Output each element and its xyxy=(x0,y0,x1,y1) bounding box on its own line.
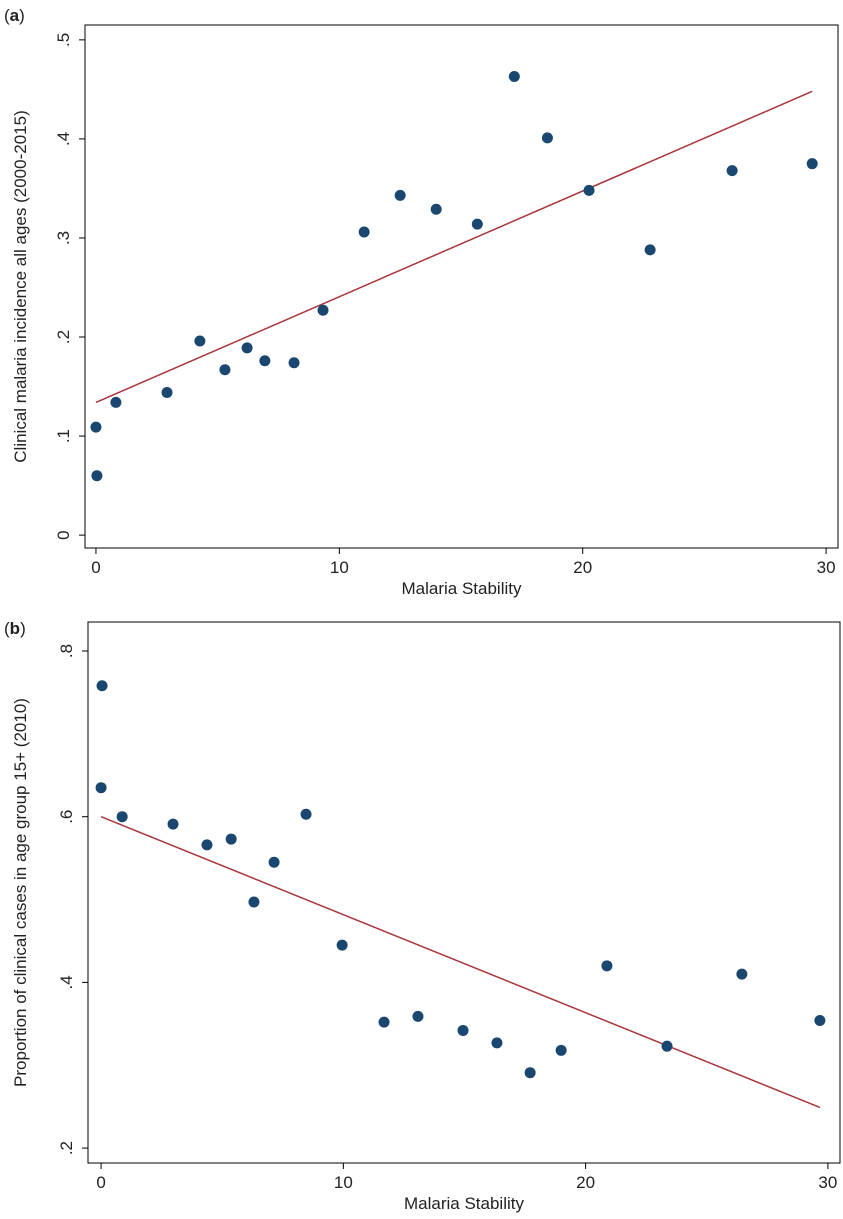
plot-frame xyxy=(87,621,841,1164)
x-tick-label: 10 xyxy=(334,1173,353,1192)
point xyxy=(806,158,818,170)
y-axis-title: Clinical malaria incidence all ages (200… xyxy=(11,110,30,462)
y-tick-label: .2 xyxy=(57,1141,76,1155)
y-tick-label: .3 xyxy=(54,231,73,245)
point xyxy=(457,1024,469,1036)
y-tick-label: .4 xyxy=(57,975,76,989)
x-tick-label: 20 xyxy=(573,558,592,577)
point xyxy=(508,71,520,83)
panel-label: (a) xyxy=(4,6,25,25)
x-axis-title: Malaria Stability xyxy=(404,1194,524,1213)
y-tick-label: .1 xyxy=(54,429,73,443)
x-tick-label: 20 xyxy=(576,1173,595,1192)
point xyxy=(90,421,102,433)
point xyxy=(167,818,179,830)
x-tick-label: 0 xyxy=(96,1173,105,1192)
point xyxy=(394,189,406,201)
y-tick-label: 0 xyxy=(54,530,73,539)
point xyxy=(201,839,213,851)
point xyxy=(225,833,237,845)
point xyxy=(116,811,128,823)
point xyxy=(661,1040,673,1052)
x-tick-label: 30 xyxy=(817,558,836,577)
point xyxy=(300,808,312,820)
point xyxy=(241,342,253,354)
point xyxy=(219,364,231,376)
y-tick-label: .4 xyxy=(54,132,73,146)
y-tick-label: .5 xyxy=(54,33,73,47)
point xyxy=(814,1015,826,1027)
point xyxy=(194,335,206,347)
point xyxy=(524,1067,536,1079)
point xyxy=(555,1044,567,1056)
point xyxy=(161,386,173,398)
point xyxy=(430,203,442,215)
y-axis-title: Proportion of clinical cases in age grou… xyxy=(11,698,30,1087)
x-axis-title: Malaria Stability xyxy=(402,579,522,598)
point xyxy=(412,1010,424,1022)
point xyxy=(471,218,483,230)
y-tick-label: .8 xyxy=(57,644,76,658)
point xyxy=(601,960,613,972)
point xyxy=(378,1016,390,1028)
point xyxy=(358,226,370,238)
point xyxy=(268,856,280,868)
point xyxy=(110,396,122,408)
point xyxy=(336,939,348,951)
point xyxy=(96,680,108,692)
x-tick-label: 10 xyxy=(330,558,349,577)
panel-label: (b) xyxy=(4,619,26,638)
point xyxy=(248,896,260,908)
point xyxy=(644,244,656,256)
point xyxy=(91,470,103,482)
fit-line xyxy=(100,815,821,1109)
y-tick-label: .6 xyxy=(57,810,76,824)
point xyxy=(288,357,300,369)
plot-frame xyxy=(84,24,839,549)
point xyxy=(736,968,748,980)
point xyxy=(259,355,271,367)
x-tick-label: 0 xyxy=(91,558,100,577)
y-tick-label: .2 xyxy=(54,330,73,344)
point xyxy=(491,1037,503,1049)
point xyxy=(317,304,329,316)
point xyxy=(95,782,107,794)
point xyxy=(726,165,738,177)
fit-line xyxy=(95,90,813,404)
point xyxy=(583,184,595,196)
point xyxy=(541,132,553,144)
x-tick-label: 30 xyxy=(818,1173,837,1192)
